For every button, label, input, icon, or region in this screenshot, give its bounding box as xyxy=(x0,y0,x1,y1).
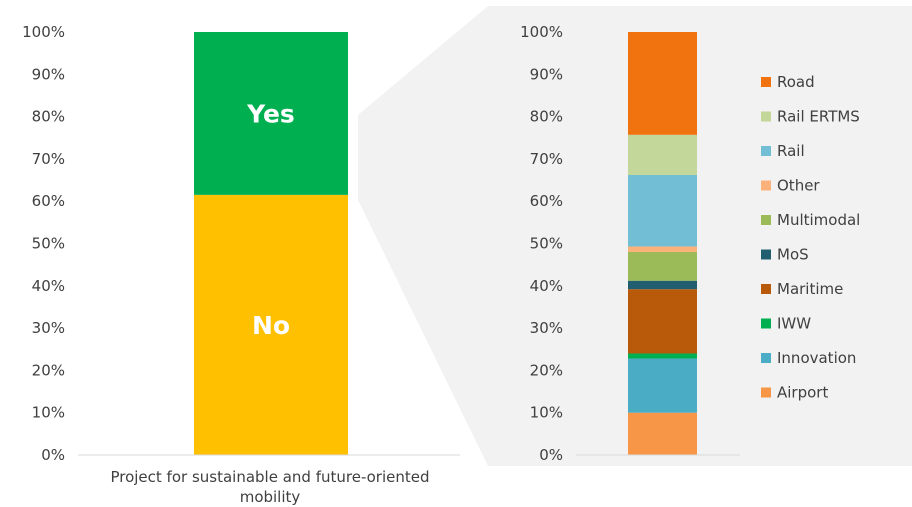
y-tick-label: 80% xyxy=(32,108,65,126)
bar-segment-airport xyxy=(628,412,697,455)
right-chart: 0% 10% 20% 30% 40% 50% 60% 70% 80% 90% 100% Road Rai… xyxy=(520,23,860,464)
legend-label-other: Other xyxy=(777,177,820,195)
legend-label-iww: IWW xyxy=(777,315,811,333)
data-label-yes: Yes xyxy=(246,99,295,128)
legend-swatch-other xyxy=(761,180,771,191)
legend-swatch-innovation xyxy=(761,353,771,363)
y-tick-label: 100% xyxy=(520,23,563,41)
y-tick-label: 10% xyxy=(32,404,65,422)
legend-label-multimodal: Multimodal xyxy=(777,211,860,229)
legend-label-airport: Airport xyxy=(777,384,828,402)
y-tick-label: 80% xyxy=(530,108,563,126)
bar-segment-multimodal xyxy=(628,251,697,281)
bar-segment-road xyxy=(628,32,697,135)
legend-swatch-mos xyxy=(761,249,771,260)
y-tick-label: 50% xyxy=(530,235,563,253)
legend-swatch-multimodal xyxy=(761,215,771,225)
bar-segment-maritime xyxy=(628,289,697,354)
y-tick-label: 30% xyxy=(32,319,65,337)
y-tick-label: 20% xyxy=(530,361,563,379)
y-tick-label: 40% xyxy=(32,277,65,295)
bar-segment-yes xyxy=(194,32,348,195)
y-tick-label: 20% xyxy=(32,361,65,379)
bar-segment-rail-ertms xyxy=(628,134,697,175)
bar-segment-no xyxy=(194,194,348,456)
legend-label-road: Road xyxy=(777,73,815,91)
legend-label-rail: Rail xyxy=(777,142,805,160)
bar-segment-rail xyxy=(628,174,697,247)
y-tick-label: 0% xyxy=(539,446,563,464)
y-tick-label: 30% xyxy=(530,319,563,337)
left-chart: 0% 10% 20% 30% 40% 50% 60% 70% 80% 90% 100% No Yes Pr… xyxy=(22,23,460,506)
legend-swatch-road xyxy=(761,77,771,87)
bar-segment-mos xyxy=(628,280,697,290)
y-tick-label: 90% xyxy=(32,65,65,83)
legend-swatch-maritime xyxy=(761,284,771,294)
y-tick-label: 50% xyxy=(32,235,65,253)
legend-label-mos: MoS xyxy=(777,246,809,264)
y-tick-label: 40% xyxy=(530,277,563,295)
bar-segment-other xyxy=(628,246,697,252)
y-tick-label: 100% xyxy=(22,23,65,41)
y-tick-label: 60% xyxy=(32,192,65,210)
y-tick-label: 0% xyxy=(41,446,65,464)
legend-swatch-iww xyxy=(761,318,771,329)
legend-swatch-rail xyxy=(761,146,771,156)
data-label-no: No xyxy=(252,311,290,340)
y-tick-label: 90% xyxy=(530,65,563,83)
legend-label-rail-ertms: Rail ERTMS xyxy=(777,108,860,126)
y-tick-label: 60% xyxy=(530,192,563,210)
legend-swatch-rail-ertms xyxy=(761,111,771,122)
legend-swatch-airport xyxy=(761,387,771,398)
y-tick-label: 70% xyxy=(530,150,563,168)
bar-segment-innovation xyxy=(628,358,697,413)
legend-label-innovation: Innovation xyxy=(777,349,856,367)
y-tick-label: 70% xyxy=(32,150,65,168)
legend-label-maritime: Maritime xyxy=(777,280,843,298)
y-tick-label: 10% xyxy=(530,404,563,422)
x-category-label: Project for sustainable and future-orien… xyxy=(110,468,429,506)
bar-segment-iww xyxy=(628,353,697,359)
